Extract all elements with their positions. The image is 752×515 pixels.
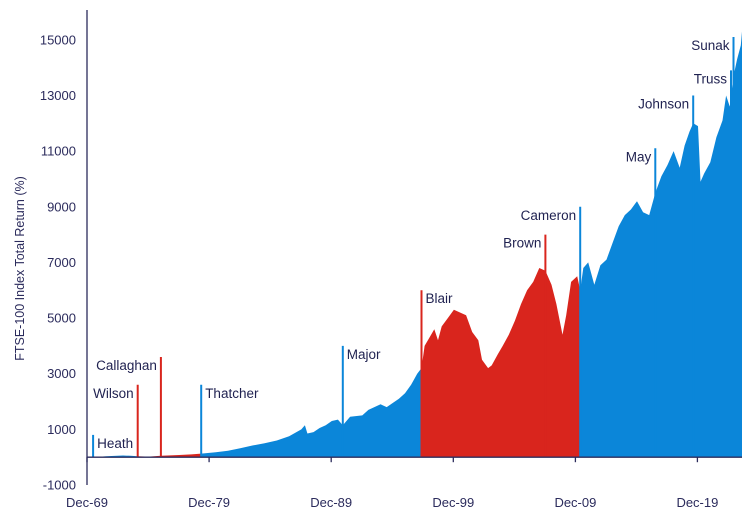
pm-label-wilson: Wilson [93, 386, 134, 401]
pm-label-callaghan: Callaghan [96, 358, 157, 373]
area-segment-labour-3 [421, 268, 581, 458]
y-tick-label: 11000 [41, 144, 76, 159]
pm-label-heath: Heath [97, 436, 133, 451]
axes [86, 10, 742, 485]
y-axis-title: FTSE-100 Index Total Return (%) [13, 176, 27, 361]
pm-label-johnson: Johnson [638, 97, 689, 112]
y-tick-label: 9000 [47, 199, 76, 214]
x-tick-label: Dec-19 [676, 495, 718, 510]
pm-label-thatcher: Thatcher [205, 386, 259, 401]
area-segment-labour-1 [137, 453, 202, 458]
x-tick-label: Dec-09 [554, 495, 596, 510]
y-tick-label: 13000 [40, 88, 76, 103]
area-series [93, 31, 742, 458]
y-tick-label: 3000 [47, 366, 76, 381]
y-tick-label: 7000 [47, 255, 76, 270]
pm-markers: Heath Wilson Callaghan Thatcher Major Blair Br… [92, 37, 735, 458]
pm-label-brown: Brown [503, 236, 541, 251]
pm-label-cameron: Cameron [521, 208, 577, 223]
y-tick-label: 15000 [40, 32, 76, 47]
y-tick-label: 1000 [47, 422, 76, 437]
y-tick-label: -1000 [43, 478, 76, 493]
pm-label-sunak: Sunak [691, 38, 730, 53]
x-ticks: Dec-69 Dec-79 Dec-89 Dec-99 Dec-09 Dec-19 [66, 457, 718, 510]
pm-label-truss: Truss [694, 71, 727, 86]
area-segment-conservative-2 [201, 368, 422, 458]
pm-label-blair: Blair [426, 291, 454, 306]
y-ticks: -1000 1000 3000 5000 7000 9000 11000 13000 15000 [40, 32, 76, 492]
x-tick-label: Dec-99 [432, 495, 474, 510]
area-segment-conservative-4 [580, 31, 742, 458]
pm-label-major: Major [347, 347, 381, 362]
y-tick-label: 5000 [47, 311, 76, 326]
x-tick-label: Dec-69 [66, 495, 108, 510]
x-tick-label: Dec-79 [188, 495, 230, 510]
pm-label-may: May [626, 149, 652, 164]
x-tick-label: Dec-89 [310, 495, 352, 510]
